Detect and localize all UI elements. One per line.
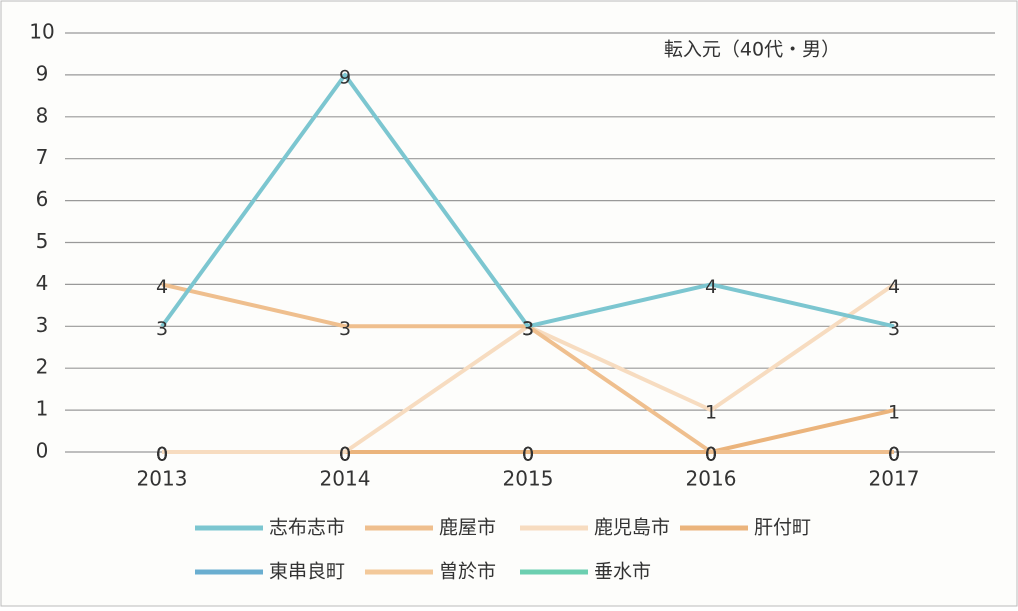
data-label: 0: [156, 444, 168, 466]
data-label: 0: [705, 444, 717, 466]
data-label: 0: [339, 444, 351, 466]
y-tick-label: 3: [36, 313, 49, 337]
data-label: 3: [522, 318, 534, 340]
data-label: 0: [156, 444, 168, 466]
data-label: 0: [339, 444, 351, 466]
legend-label: 曽於市: [439, 561, 496, 583]
y-tick-label: 1: [36, 397, 49, 421]
y-tick-label: 6: [36, 187, 49, 211]
legend-label: 垂水市: [594, 561, 651, 583]
data-label: 0: [156, 444, 168, 466]
data-label: 0: [888, 444, 900, 466]
data-label: 0: [339, 444, 351, 466]
data-label: 4: [705, 276, 717, 298]
data-label: 0: [522, 444, 534, 466]
x-tick-label: 2015: [503, 467, 554, 491]
data-label: 3: [888, 318, 900, 340]
legend-label: 志布志市: [269, 517, 345, 539]
y-tick-label: 5: [36, 229, 49, 253]
y-tick-label: 9: [36, 61, 49, 85]
data-label: 3: [522, 318, 534, 340]
data-label: 3: [156, 318, 168, 340]
data-label: 3: [522, 318, 534, 340]
x-tick-label: 2013: [137, 467, 188, 491]
data-label: 1: [888, 402, 900, 424]
y-tick-label: 0: [36, 439, 49, 463]
y-tick-label: 10: [29, 20, 54, 44]
data-label: 0: [156, 444, 168, 466]
data-label: 0: [522, 444, 534, 466]
data-label: 9: [339, 66, 351, 88]
legend-label: 東串良町: [269, 561, 345, 583]
data-label: 1: [705, 402, 717, 424]
data-label: 4: [888, 276, 900, 298]
x-tick-label: 2017: [869, 467, 920, 491]
data-label: 0: [156, 444, 168, 466]
series-line: [160, 72, 895, 329]
x-tick-label: 2016: [686, 467, 737, 491]
y-tick-label: 8: [36, 103, 49, 127]
y-tick-label: 4: [36, 271, 49, 295]
data-label: 3: [339, 318, 351, 340]
data-label: 0: [339, 444, 351, 466]
data-label: 4: [156, 276, 168, 298]
data-label: 0: [888, 444, 900, 466]
legend-label: 鹿児島市: [594, 517, 670, 539]
data-label: 0: [888, 444, 900, 466]
x-tick-label: 2014: [320, 467, 371, 491]
chart-title: 転入元（40代・男）: [664, 39, 840, 61]
data-label: 0: [339, 444, 351, 466]
data-label: 0: [705, 444, 717, 466]
y-tick-label: 7: [36, 145, 49, 169]
data-label: 0: [522, 444, 534, 466]
data-label: 0: [705, 444, 717, 466]
legend-label: 鹿屋市: [439, 517, 496, 539]
data-label: 0: [705, 444, 717, 466]
y-tick-label: 2: [36, 355, 49, 379]
data-label: 0: [522, 444, 534, 466]
data-label: 0: [705, 444, 717, 466]
data-label: 0: [888, 444, 900, 466]
legend-label: 肝付町: [754, 517, 811, 539]
